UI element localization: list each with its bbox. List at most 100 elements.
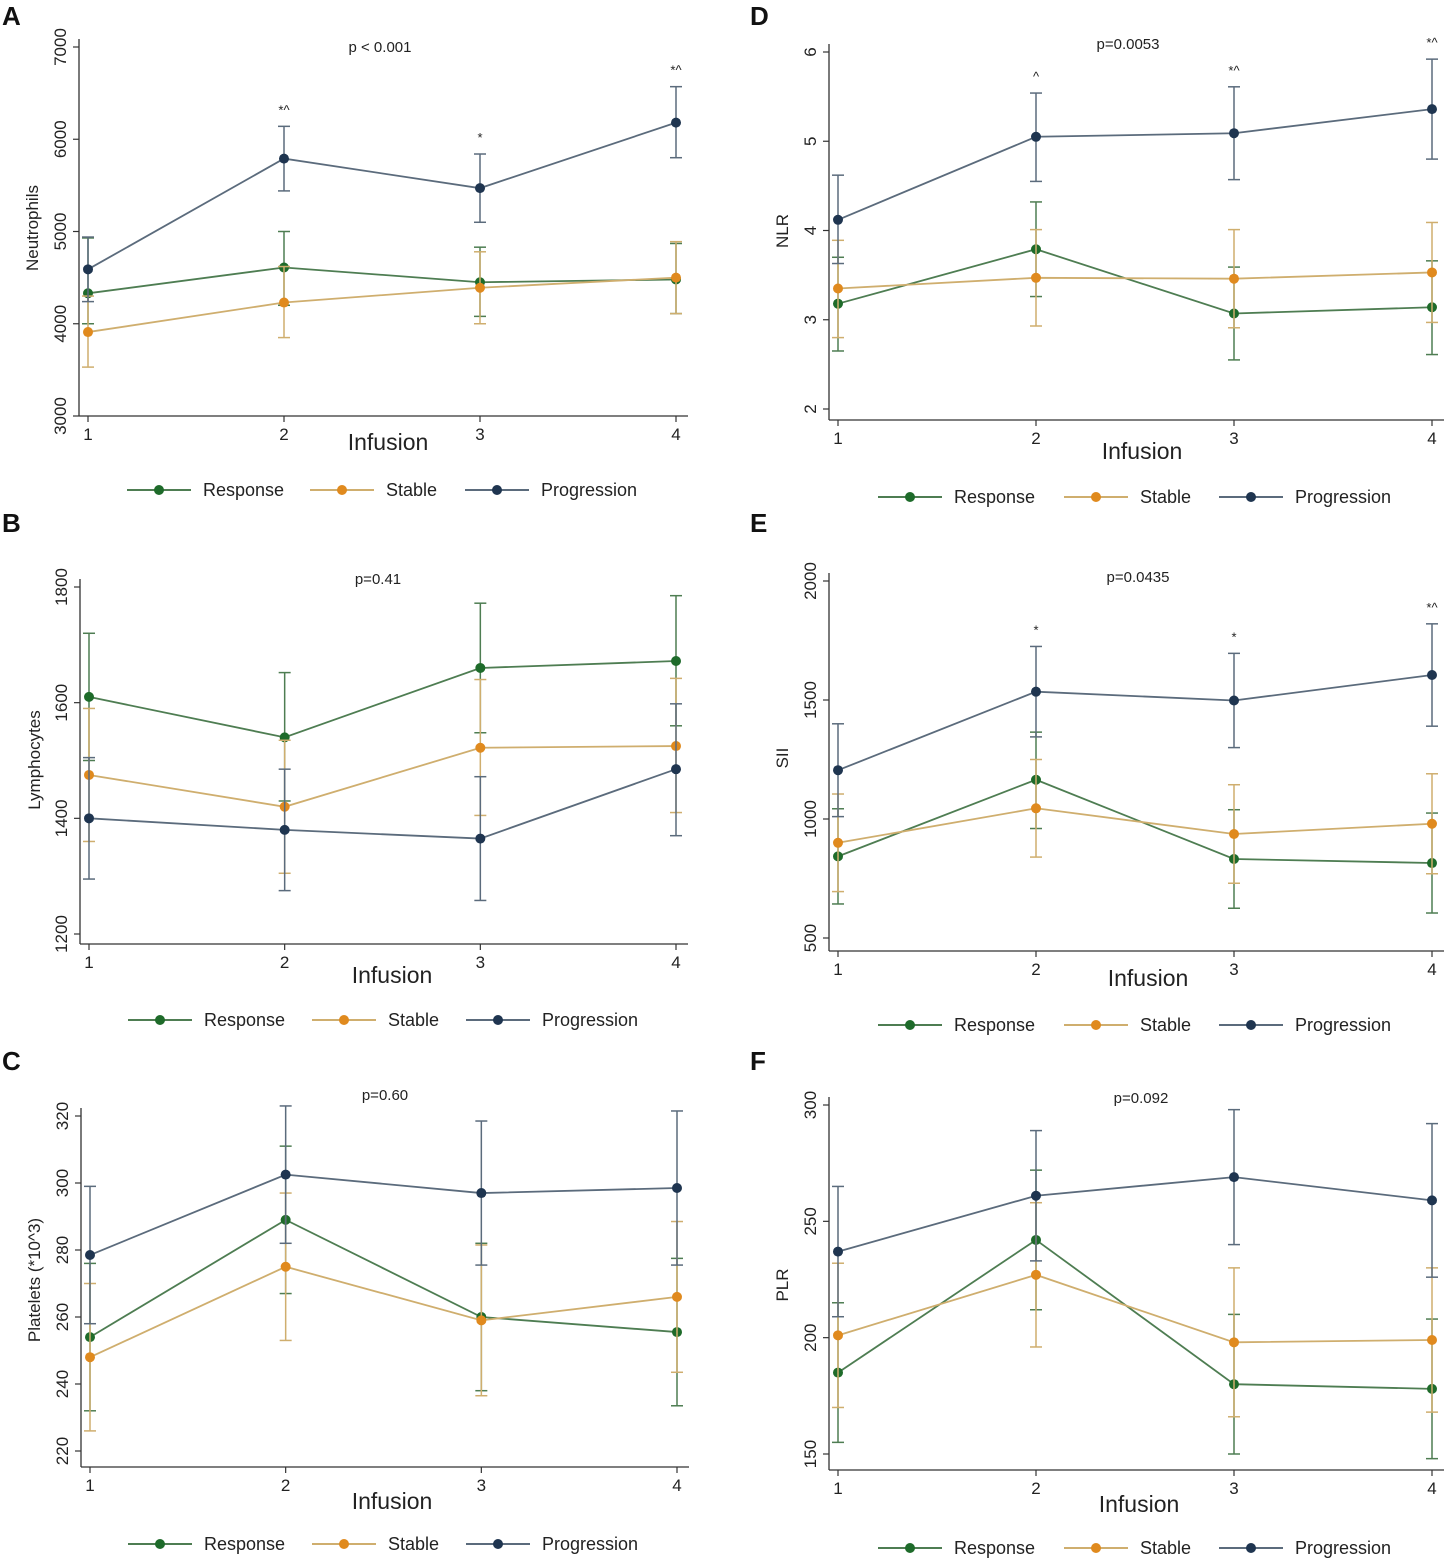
series-line [837,1273,1433,1344]
data-point [83,327,93,338]
y-tick-label: 300 [801,1091,820,1119]
legend-label: Progression [541,480,637,500]
series-line [837,248,1433,315]
legend-label: Stable [1140,1015,1191,1035]
data-point [84,813,94,824]
data-point [84,691,94,702]
series-line [88,660,677,739]
legend-marker [155,1539,165,1549]
x-axis-title: Infusion [1099,1491,1180,1517]
x-axis-title: Infusion [1108,965,1189,991]
p-value: p < 0.001 [349,39,412,56]
y-axis-title: NLR [773,214,792,248]
x-tick-label: 1 [833,1479,842,1498]
significance-marker: *^ [1426,35,1438,50]
y-tick-label: 300 [53,1169,72,1197]
series-progression [832,623,1438,818]
y-tick-label: 250 [801,1207,820,1235]
series-line [87,276,677,333]
data-point [475,282,485,293]
data-point [1229,1337,1239,1348]
p-value: p=0.41 [355,571,401,588]
series-stable [82,240,682,368]
data-point [833,765,843,776]
x-tick-label: 2 [1031,1479,1040,1498]
data-point [833,283,843,294]
data-point [1229,695,1239,706]
series-response [832,201,1438,361]
legend-marker [905,492,915,502]
data-point [1229,273,1239,284]
series-line [88,768,677,840]
series-line [89,1218,678,1338]
data-point [833,214,843,225]
panel-letter: A [2,1,21,31]
x-tick-label: 3 [1229,429,1238,448]
y-tick-label: 7000 [51,28,70,66]
p-value: p=0.0053 [1097,36,1160,53]
data-point [475,833,486,844]
legend-label: Progression [1295,1015,1391,1035]
data-point [1229,1172,1239,1183]
panel-b: B 1200 1400 1600 1800 1 2 3 4 Infusion Lymphocytes… [2,508,688,1030]
data-point [476,1188,487,1199]
data-point [833,1330,843,1341]
series-line [837,674,1433,772]
series-line [89,1265,678,1359]
legend: Response Stable Progression [878,1015,1391,1035]
series-line [837,1238,1433,1390]
x-tick-label: 2 [281,1476,290,1495]
panel-d: D 2 3 4 5 6 1 2 3 4 Infusion NLR p=0.0053 ^ *^ *^ Respon… [750,1,1444,507]
x-tick-label: 2 [1031,960,1040,979]
y-tick-label: 5 [801,137,820,146]
data-point [83,264,93,275]
legend-marker [905,1020,915,1030]
data-point [1427,267,1437,278]
x-tick-label: 4 [671,953,680,972]
significance-marker: *^ [1228,63,1240,78]
legend-label: Response [204,1010,285,1030]
data-point [476,1315,487,1326]
y-tick-label: 4000 [51,305,70,343]
legend: Response Stable Progression [878,487,1391,507]
legend-marker [905,1543,915,1553]
significance-marker: *^ [278,102,290,117]
data-point [475,662,486,673]
series-stable [832,221,1438,339]
series-stable [832,758,1438,893]
series-response [83,594,682,802]
p-value: p=0.092 [1114,1090,1169,1107]
y-tick-label: 1600 [52,684,71,722]
y-tick-label: 150 [801,1440,820,1468]
p-value: p=0.60 [362,1087,408,1104]
legend-label: Stable [388,1534,439,1554]
legend-marker [339,1539,349,1549]
y-tick-label: 260 [53,1303,72,1331]
data-point [280,1169,291,1180]
series-response [832,1169,1438,1460]
legend-marker [154,485,164,495]
legend-marker [1091,492,1101,502]
data-point [279,297,289,308]
y-axis-title: Lymphocytes [25,710,44,810]
y-tick-label: 280 [53,1236,72,1264]
panel-letter: D [750,1,769,31]
legend-marker [1246,1543,1256,1553]
y-tick-label: 1800 [52,568,71,606]
x-tick-label: 3 [477,1476,486,1495]
y-tick-label: 2000 [801,562,820,600]
legend-label: Stable [1140,487,1191,507]
x-tick-label: 3 [475,425,484,444]
data-point [671,656,681,667]
series-progression [832,58,1438,265]
p-value: p=0.0435 [1107,569,1170,586]
x-tick-label: 4 [671,425,680,444]
significance-marker: ^ [1033,69,1040,84]
data-point [671,117,681,128]
significance-marker: * [477,130,482,145]
x-axis-title: Infusion [1102,438,1183,464]
series-stable [83,677,682,875]
y-tick-label: 200 [801,1323,820,1351]
x-axis-title: Infusion [348,429,429,455]
legend-label: Progression [542,1534,638,1554]
